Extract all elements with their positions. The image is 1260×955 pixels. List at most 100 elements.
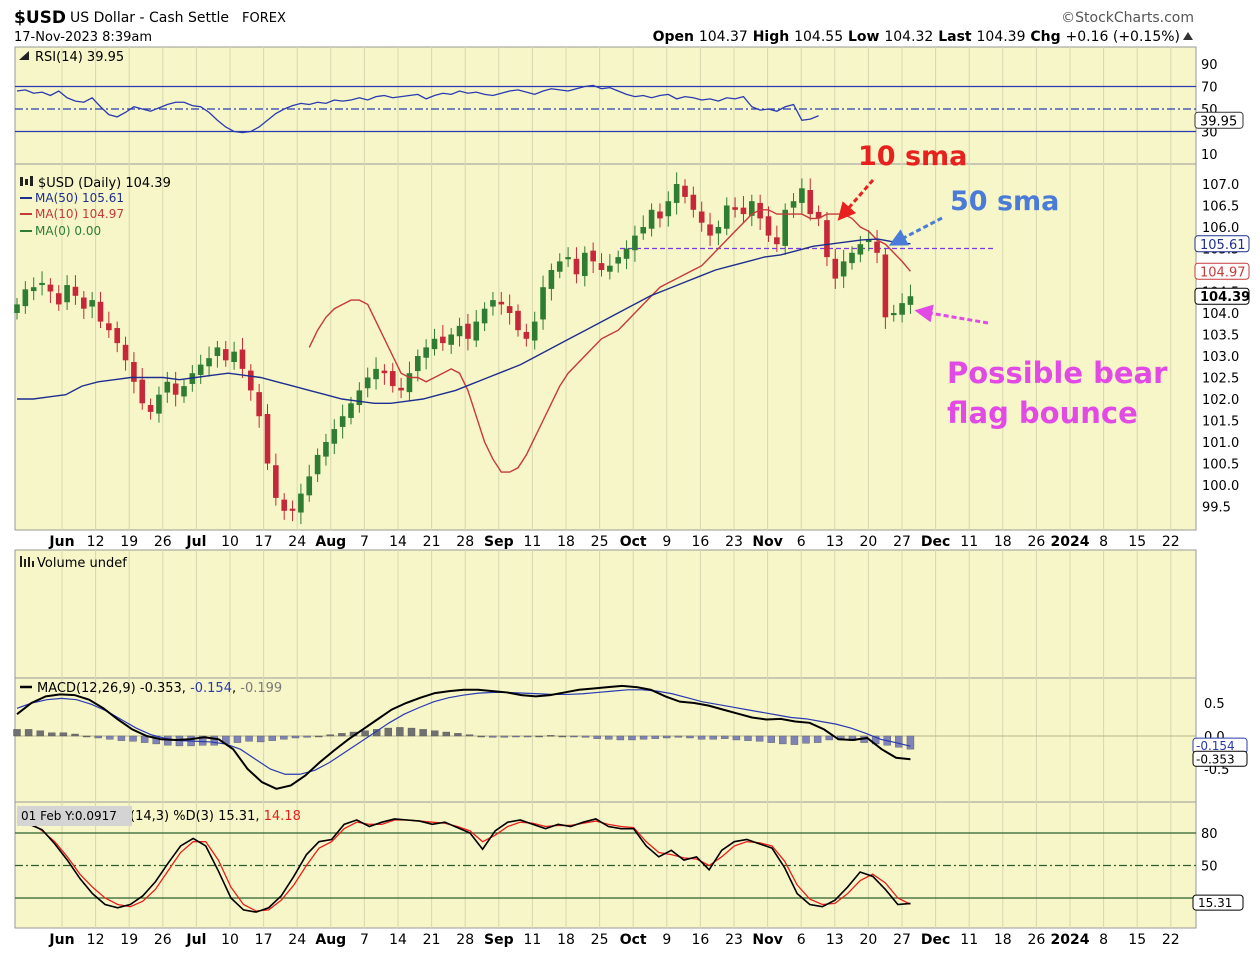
candle-body (456, 325, 463, 337)
candle-body (231, 351, 237, 363)
candle-body (106, 323, 112, 331)
macd-histogram-bar (59, 732, 68, 737)
candle-body (72, 286, 79, 296)
x-tick-label: 22 (1162, 534, 1180, 550)
candle-body (590, 250, 596, 262)
macd-histogram-bar (361, 730, 369, 737)
chart-exchange: FOREX (242, 11, 286, 26)
candle-body (147, 405, 154, 412)
x-tick-label: 20 (859, 932, 877, 948)
chevron-up-icon[interactable] (1183, 32, 1193, 40)
arrow-50sma (888, 216, 943, 246)
candle-body (790, 201, 797, 208)
price-value-tag-text: 104.39 (1200, 290, 1250, 305)
candle-body (306, 476, 313, 496)
macd-histogram-bar (338, 733, 346, 737)
macd-histogram-bar (895, 735, 903, 748)
rsi-y-tick: 10 (1201, 148, 1218, 163)
candle-body (473, 321, 480, 341)
macd-histogram-bar (280, 735, 288, 740)
candle-body (398, 387, 404, 391)
stoch-y-tick: 80 (1201, 827, 1218, 842)
candle-body (799, 188, 805, 203)
candle-body (707, 224, 713, 236)
x-tick-label: 14 (389, 534, 407, 550)
candle-body (615, 257, 621, 264)
annotation-50sma: 50 sma (950, 186, 1059, 217)
candle-body (248, 370, 254, 391)
macd-histogram-bar (106, 735, 114, 740)
candle-body (698, 211, 705, 223)
ma10-line (308, 209, 911, 473)
x-tick-label: 14 (389, 932, 407, 948)
price-y-tick: 102.5 (1202, 372, 1239, 387)
x-tick-label: 18 (557, 534, 575, 550)
stat-value: 104.39 (977, 29, 1026, 45)
macd-histogram-bar (570, 735, 578, 738)
candle-body (481, 308, 488, 324)
macd-histogram-bar (407, 727, 416, 737)
stat-label: Last (933, 29, 976, 45)
macd-histogram-bar (48, 732, 56, 737)
candle-body (273, 465, 279, 498)
macd-histogram-bar (744, 735, 752, 741)
candle-body (122, 344, 129, 361)
candle-body (582, 252, 588, 277)
candle-body (874, 241, 880, 253)
ma50-line (17, 238, 911, 404)
macd-value-tag-text: -0.353 (1196, 752, 1235, 766)
macd-histogram-bar (767, 735, 775, 743)
stochastic-title: (14,3) %D(3) 15.31, 14.18 (130, 809, 301, 824)
axis-layer: Jun Jun 12 12 19 19 26 26 Jul Jul 10 10 17 17 24 24 Aug A… (48, 58, 1250, 948)
x-tick-label: 26 (1027, 932, 1045, 948)
rsi-layer (15, 84, 1196, 134)
chart-symbol: $USD (14, 8, 66, 28)
x-tick-label: 24 (288, 534, 306, 550)
x-tick-label: 27 (893, 534, 911, 550)
candle-body (256, 392, 262, 417)
price-y-tick: 104.0 (1202, 307, 1239, 322)
price-y-tick: 106.0 (1202, 221, 1239, 236)
hover-tooltip-text: 01 Feb Y:0.0917 (21, 809, 117, 823)
volume-bars-icon (20, 556, 34, 567)
candle-body (222, 349, 229, 361)
candle-body (907, 296, 914, 305)
x-tick-label: Dec (921, 932, 950, 948)
x-tick-label: 15 (1128, 932, 1146, 948)
macd-histogram-bar (71, 733, 79, 737)
macd-histogram-bar (709, 735, 717, 740)
candle-body (490, 300, 496, 307)
candle-body (715, 227, 722, 234)
macd-histogram-bar (790, 735, 799, 745)
macd-histogram-bar (291, 735, 300, 739)
macd-histogram-bar (373, 729, 381, 737)
price-y-tick: 107.0 (1202, 178, 1239, 193)
stoch-y-tick: 50 (1201, 860, 1218, 875)
chart-date: 17-Nov-2023 8:39am (14, 30, 152, 45)
x-tick-label: Aug (315, 534, 346, 550)
candle-body (389, 371, 396, 387)
x-tick-label: Nov (752, 534, 782, 550)
macd-histogram-bar (593, 735, 601, 739)
price-y-tick: 102.0 (1202, 393, 1239, 408)
x-tick-label: Oct (620, 932, 647, 948)
macd-histogram-bar (779, 735, 787, 745)
x-tick-label: 17 (255, 932, 273, 948)
macd-histogram-bar (512, 735, 520, 738)
candle-body (348, 403, 354, 418)
macd-histogram-bar (117, 735, 126, 741)
candle-body (81, 297, 87, 309)
price-y-tick: 103.0 (1202, 350, 1239, 365)
candle-body (690, 194, 697, 210)
candle-body (289, 508, 296, 511)
price-value-tag-text: 104.97 (1200, 265, 1246, 280)
x-tick-label: 12 (87, 932, 105, 948)
stat-label: Open (653, 29, 699, 45)
x-tick-label: Nov (752, 932, 782, 948)
candle-body (882, 254, 889, 318)
macd-histogram-bar (465, 734, 474, 737)
candle-body (865, 239, 872, 243)
arrow-10sma (837, 179, 875, 221)
candle-body (640, 227, 647, 234)
candle-body (448, 334, 454, 345)
